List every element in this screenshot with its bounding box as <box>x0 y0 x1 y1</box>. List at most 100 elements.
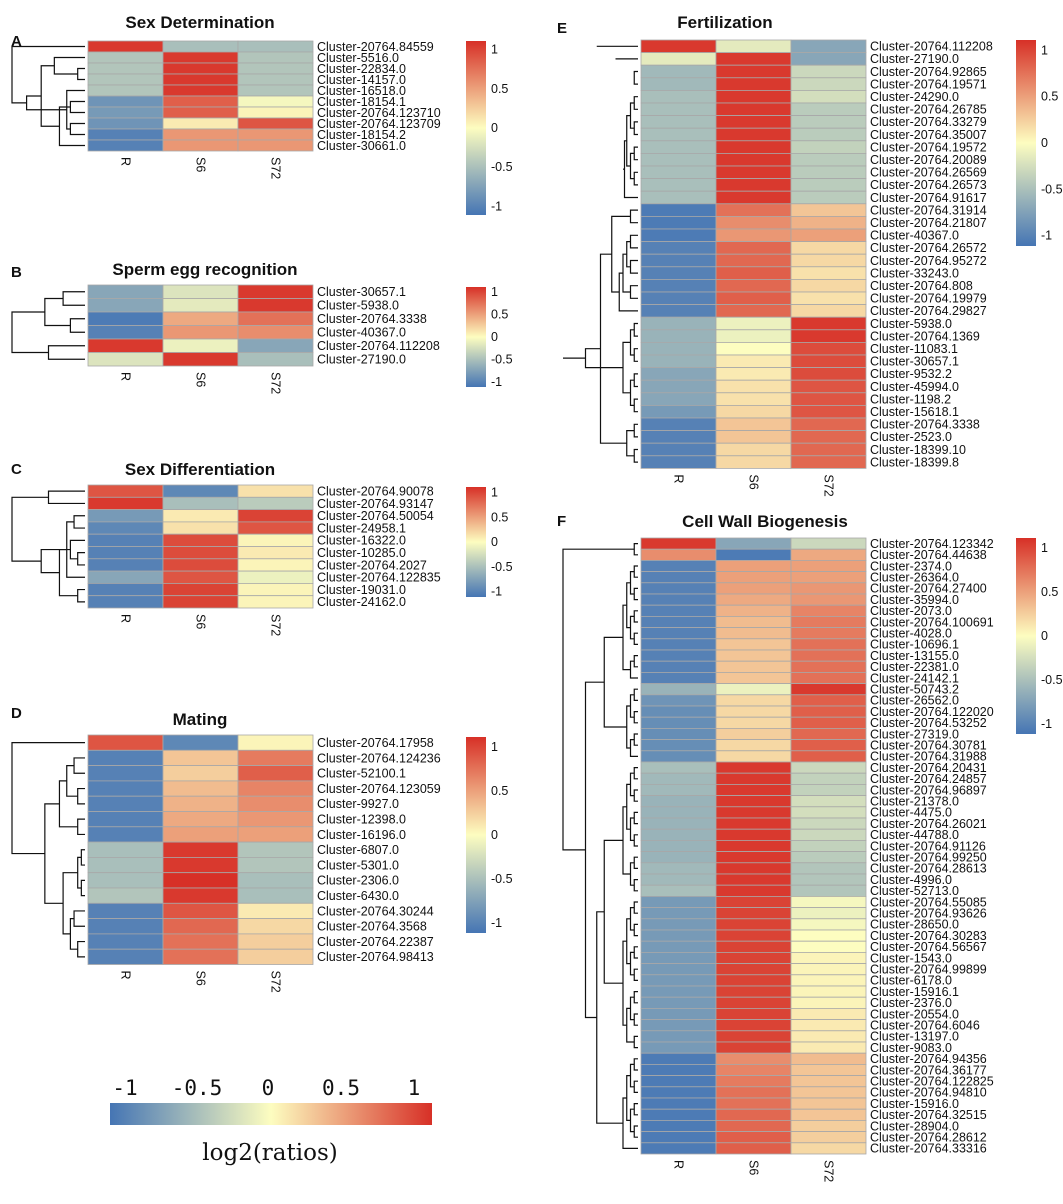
heatmap-cell <box>237 918 314 935</box>
dendrogram-branch <box>633 811 638 825</box>
heatmap-cell <box>640 39 717 54</box>
heatmap-cell <box>640 627 717 640</box>
heatmap-cell <box>790 784 867 797</box>
heatmap-cell <box>715 266 792 280</box>
heatmap-cell <box>237 521 314 535</box>
heatmap-cell <box>640 985 717 998</box>
heatmap-cell <box>237 73 314 86</box>
heatmap-cell <box>790 940 867 953</box>
heatmap-cell <box>640 784 717 797</box>
dendrogram-branch <box>633 879 638 892</box>
dendrogram-branch <box>584 681 605 1019</box>
heatmap-cell <box>640 840 717 853</box>
heatmap-cell <box>790 907 867 920</box>
heatmap-cell <box>87 558 164 572</box>
row-label: Cluster-30661.0 <box>317 139 406 153</box>
row-label: Cluster-6807.0 <box>317 843 399 857</box>
dendrogram-branch <box>633 171 638 186</box>
colorkey-tick: 1 <box>1041 43 1048 57</box>
heatmap-cell <box>87 902 164 919</box>
heatmap-cell <box>237 570 314 584</box>
heatmap-cell <box>790 1097 867 1110</box>
dendrogram-branch <box>44 803 64 904</box>
heatmap-cell <box>715 806 792 819</box>
column-label: R <box>119 971 133 980</box>
heatmap-cell <box>237 284 314 299</box>
heatmap-cell <box>715 215 792 230</box>
column-label: S72 <box>269 372 283 394</box>
dendrogram-branch <box>73 515 85 529</box>
heatmap-cell <box>162 826 239 843</box>
heatmap-cell <box>715 253 792 268</box>
heatmap-cell <box>715 1097 792 1110</box>
colorkey-tick: -0.5 <box>491 160 513 174</box>
heatmap-cell <box>790 739 867 752</box>
column-label: R <box>119 372 133 381</box>
dendrogram-branch <box>622 341 631 394</box>
heatmap-cell <box>237 533 314 547</box>
heatmap-cell <box>790 404 867 419</box>
row-label: Cluster-20554.0 <box>870 1007 959 1021</box>
heatmap-cell <box>790 694 867 707</box>
heatmap-cell <box>162 558 239 572</box>
row-label: Cluster-9083.0 <box>870 1041 952 1055</box>
heatmap-cell <box>715 716 792 729</box>
heatmap-cell <box>87 933 164 950</box>
heatmap-cell <box>790 266 867 280</box>
colorkey-tick: 0 <box>1041 136 1048 150</box>
heatmap-cell <box>790 795 867 808</box>
dendrogram-branch <box>77 588 85 603</box>
row-label: Cluster-16518.0 <box>317 84 406 98</box>
heatmap-cell <box>715 1086 792 1099</box>
row-label: Cluster-20764.24857 <box>870 772 987 786</box>
heatmap-cell <box>790 52 867 66</box>
heatmap-cell <box>715 560 792 573</box>
heatmap-cell <box>715 963 792 976</box>
heatmap-cell <box>790 1075 867 1088</box>
row-label: Cluster-10285.0 <box>317 546 406 560</box>
heatmap-cell <box>790 455 867 469</box>
heatmap-cell <box>790 165 867 180</box>
dendrogram-branch <box>633 1058 638 1071</box>
heatmap-cell <box>162 509 239 523</box>
column-label: S6 <box>194 372 208 387</box>
heatmap-cell <box>162 795 239 812</box>
heatmap-cell <box>715 593 792 606</box>
heatmap-cell <box>715 940 792 953</box>
row-label: Cluster-6178.0 <box>870 974 952 988</box>
heatmap-cell <box>237 765 314 782</box>
dendrogram-branch <box>633 373 638 388</box>
heatmap-cell <box>87 734 164 751</box>
row-label: Cluster-20764.26785 <box>870 103 987 117</box>
row-label: Cluster-20764.50054 <box>317 509 434 523</box>
heatmap-cell <box>790 291 867 306</box>
colorkey-tick: 0 <box>491 330 498 344</box>
row-label: Cluster-9927.0 <box>317 797 399 811</box>
heatmap-cell <box>87 484 164 498</box>
row-label: Cluster-1543.0 <box>870 951 952 965</box>
colorkey-tick: 0.5 <box>491 82 508 96</box>
row-label: Cluster-20764.27400 <box>870 582 987 596</box>
heatmap-cell <box>790 102 867 117</box>
heatmap-cell <box>790 649 867 662</box>
panel-e-letter: E <box>557 20 567 37</box>
dendrogram-branch <box>633 767 638 780</box>
heatmap-cell <box>715 739 792 752</box>
panel-f-title: Cell Wall Biogenesis <box>682 512 848 531</box>
heatmap-cell <box>237 106 314 119</box>
heatmap-cell <box>640 215 717 230</box>
shared-legend-tick: -0.5 <box>172 1076 223 1100</box>
heatmap-cell <box>87 841 164 858</box>
row-label: Cluster-20764.3338 <box>317 312 427 326</box>
heatmap-cell <box>715 115 792 129</box>
row-label: Cluster-20764.94356 <box>870 1052 987 1066</box>
colorkey-tick: 1 <box>1041 541 1048 555</box>
row-label: Cluster-13197.0 <box>870 1030 959 1044</box>
heatmap-cell <box>237 95 314 108</box>
heatmap-cell <box>87 139 164 152</box>
panel-c-letter: C <box>11 461 22 478</box>
heatmap-cell <box>162 734 239 751</box>
row-label: Cluster-20764.32515 <box>870 1108 987 1122</box>
dendrogram-branch <box>584 348 623 369</box>
heatmap-cell <box>640 52 717 66</box>
